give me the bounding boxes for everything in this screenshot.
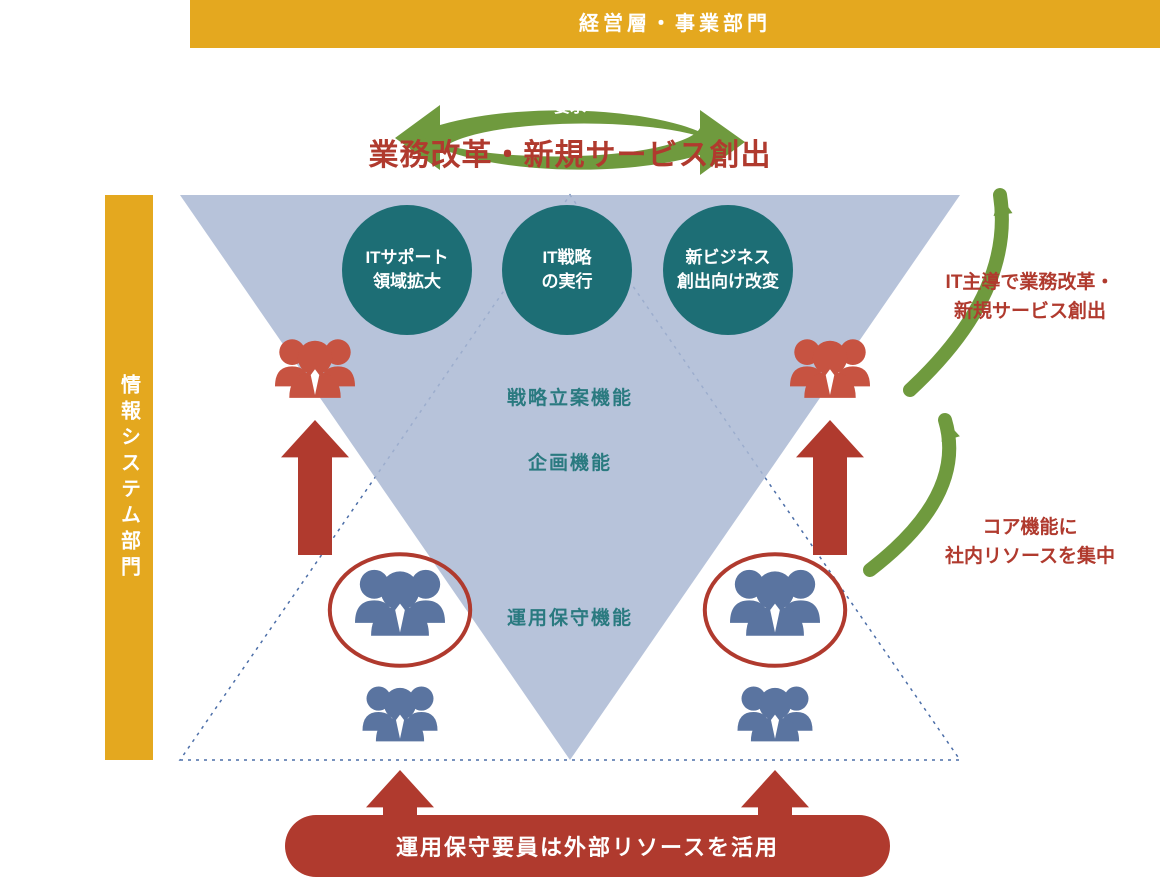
- headline: 業務改革・新規サービス創出: [310, 130, 830, 174]
- teal-label: 企画機能: [470, 448, 670, 475]
- people-group-icon: [363, 687, 438, 742]
- strategy-circle: ITサポート 領域拡大: [342, 205, 472, 335]
- strategy-circle: 新ビジネス 創出向け改変: [663, 205, 793, 335]
- people-group-icon: [355, 570, 445, 636]
- teal-label: 戦略立案機能: [470, 383, 670, 410]
- side-label: IT主導で業務改革・ 新規サービス創出: [915, 269, 1145, 326]
- side-label: コア機能に 社内リソースを集中: [915, 514, 1145, 571]
- strategy-circle: IT戦略 の実行: [502, 205, 632, 335]
- bottom-pill: 運用保守要員は外部リソースを活用: [285, 815, 890, 877]
- people-group-icon: [738, 687, 813, 742]
- bottom-pill-label: 運用保守要員は外部リソースを活用: [396, 830, 779, 862]
- top-bar-label: 経営層・事業部門: [579, 13, 771, 35]
- teal-label: 運用保守機能: [470, 603, 670, 630]
- cycle-label-bottom: 提供サービス: [580, 168, 700, 192]
- cycle-label-top: 要求: [530, 93, 610, 117]
- people-group-icon: [730, 570, 820, 636]
- top-bar: 経営層・事業部門: [190, 0, 1160, 48]
- left-bar-label: 情報システム部門: [115, 374, 144, 582]
- left-bar: 情報システム部門: [105, 195, 153, 760]
